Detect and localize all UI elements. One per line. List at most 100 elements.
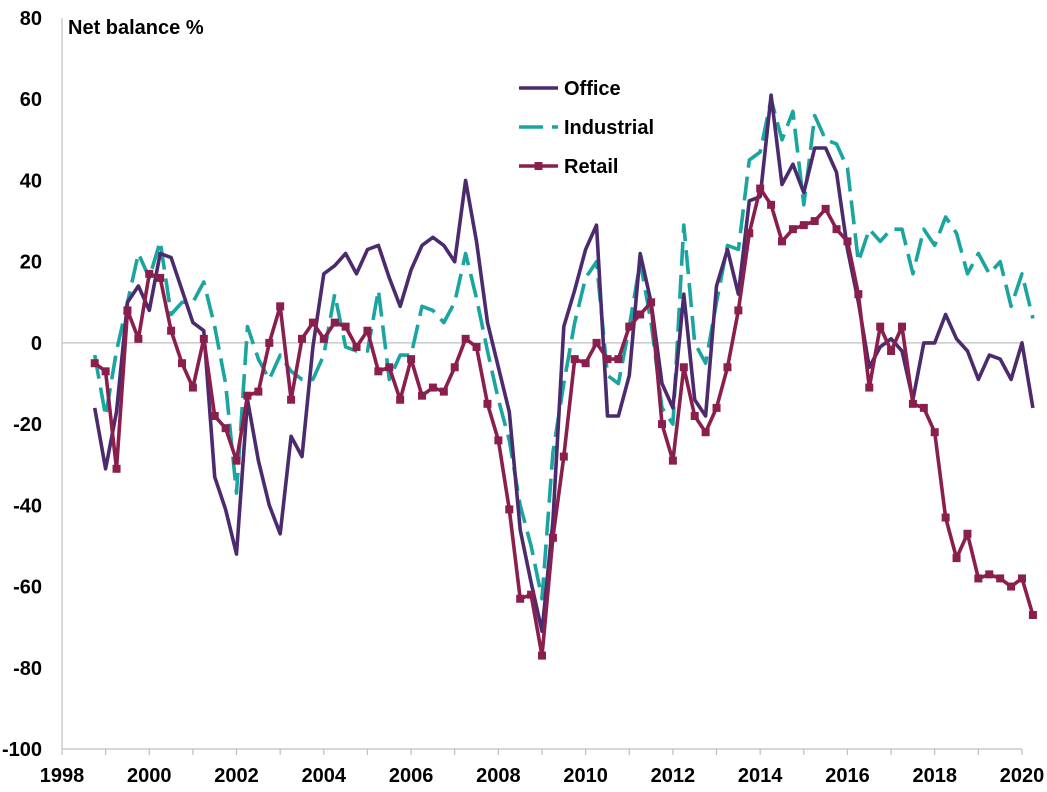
data-point — [538, 651, 546, 660]
data-point — [308, 318, 317, 327]
data-point — [505, 505, 514, 514]
data-point — [1007, 582, 1016, 591]
legend-label: Industrial — [564, 117, 654, 139]
data-point — [298, 334, 306, 343]
data-point — [930, 428, 939, 437]
y-tick-label: 20 — [20, 252, 42, 274]
data-point — [276, 302, 285, 311]
x-tick-label: 2002 — [214, 765, 259, 787]
y-tick-label: -60 — [13, 577, 42, 599]
x-axis-ticks — [61, 749, 1023, 755]
data-point — [221, 424, 230, 433]
data-point — [472, 342, 481, 351]
data-point — [101, 367, 110, 376]
legend-label: Retail — [564, 156, 618, 178]
data-point — [287, 395, 296, 404]
data-point — [832, 225, 841, 234]
data-point — [167, 326, 176, 335]
data-point — [265, 338, 274, 347]
data-point — [799, 221, 808, 230]
data-point — [385, 363, 394, 372]
series-line — [93, 186, 1035, 658]
data-point — [952, 554, 961, 563]
y-tick-label: 40 — [20, 170, 42, 192]
data-point — [450, 363, 459, 372]
data-point — [712, 403, 721, 412]
data-point — [396, 395, 405, 404]
y-tick-label: -80 — [13, 658, 42, 680]
data-point — [243, 391, 252, 400]
data-point — [188, 383, 197, 392]
legend-label: Office — [564, 78, 621, 100]
y-tick-label: 60 — [20, 89, 42, 111]
x-tick-label: 2000 — [127, 765, 172, 787]
data-point — [734, 306, 743, 315]
x-axis-tick-labels: 1998 2000 2002 2004 2006 2008 2010 2012 2014 2016… — [40, 765, 1045, 787]
data-point — [548, 533, 557, 542]
data-point — [756, 184, 765, 193]
data-point — [788, 225, 797, 234]
data-point — [941, 513, 950, 522]
y-tick-label: 80 — [20, 8, 42, 30]
data-point — [145, 269, 154, 278]
data-point — [887, 347, 896, 356]
data-point — [592, 338, 601, 347]
data-point — [210, 411, 219, 420]
data-point — [516, 594, 525, 603]
data-point — [363, 326, 372, 335]
data-point — [352, 342, 361, 351]
data-point — [679, 363, 688, 372]
data-point — [625, 322, 634, 331]
data-point — [527, 590, 536, 599]
series-retail — [90, 184, 1037, 660]
x-tick-label: 2006 — [389, 765, 434, 787]
data-point — [865, 383, 874, 392]
data-point — [898, 322, 906, 331]
series-layer — [90, 93, 1037, 660]
data-point — [319, 334, 328, 343]
data-point — [559, 452, 568, 461]
y-tick-label: -40 — [13, 495, 42, 517]
data-point — [614, 355, 623, 364]
x-tick-label: 2004 — [302, 765, 347, 787]
data-point — [701, 428, 710, 437]
data-point — [658, 420, 666, 429]
data-point — [1028, 610, 1037, 619]
x-tick-label: 1998 — [40, 765, 85, 787]
data-point — [494, 436, 503, 445]
data-point — [254, 387, 263, 396]
data-point — [418, 391, 426, 400]
y-axis-label: Net balance % — [68, 17, 204, 39]
legend-item-office: Office — [519, 78, 621, 100]
y-tick-label: -100 — [2, 739, 42, 761]
data-point — [428, 383, 437, 392]
x-tick-label: 2010 — [563, 765, 608, 787]
series-line — [92, 97, 1035, 601]
legend-item-industrial: Industrial — [519, 117, 654, 139]
data-point — [810, 217, 819, 226]
data-point — [134, 334, 143, 343]
x-tick-label: 2012 — [651, 765, 696, 787]
data-point — [232, 456, 241, 465]
data-point — [90, 359, 99, 368]
x-tick-label: 2008 — [476, 765, 521, 787]
data-point — [178, 359, 186, 368]
data-point — [581, 359, 590, 368]
data-point — [908, 399, 917, 408]
data-point — [974, 574, 983, 583]
data-point — [636, 310, 645, 319]
data-point — [341, 322, 350, 331]
data-point — [876, 322, 885, 331]
data-point — [854, 290, 863, 299]
data-point — [745, 229, 754, 238]
data-point — [407, 355, 416, 364]
series-industrial — [92, 97, 1035, 601]
data-point — [199, 334, 208, 343]
data-point — [570, 355, 579, 364]
data-point — [156, 273, 165, 282]
data-point — [1018, 574, 1026, 583]
data-point — [996, 574, 1005, 583]
data-point — [767, 200, 776, 209]
y-tick-label: -20 — [13, 414, 42, 436]
